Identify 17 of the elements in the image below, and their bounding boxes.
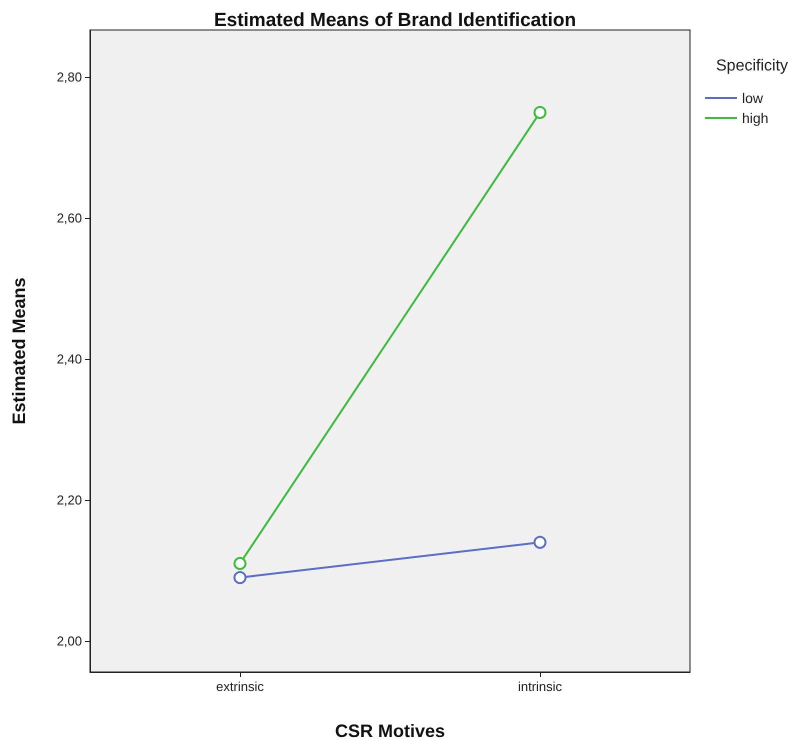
point xyxy=(234,556,246,570)
legend-title: Specificity xyxy=(716,58,788,74)
y-tick-label: 2,20 xyxy=(56,492,82,508)
y-tick-label: 2,60 xyxy=(56,210,82,226)
point xyxy=(534,536,546,549)
point xyxy=(234,571,246,584)
y-axis-title: Estimated Means xyxy=(9,277,29,425)
y-tick-label: 2,00 xyxy=(56,633,82,648)
y-tick-label: 2,40 xyxy=(56,352,82,367)
x-axis-title: CSR Motives xyxy=(334,721,446,741)
y-tick-label: 2,80 xyxy=(56,70,82,85)
legend-label: low xyxy=(742,90,764,106)
legend-label: high xyxy=(742,110,768,126)
x-tick-label: extrinsic xyxy=(216,679,264,694)
x-tick-label: intrinsic xyxy=(518,679,563,694)
point xyxy=(534,106,546,119)
chart-title: Estimated Means of Brand Identification xyxy=(214,10,576,31)
